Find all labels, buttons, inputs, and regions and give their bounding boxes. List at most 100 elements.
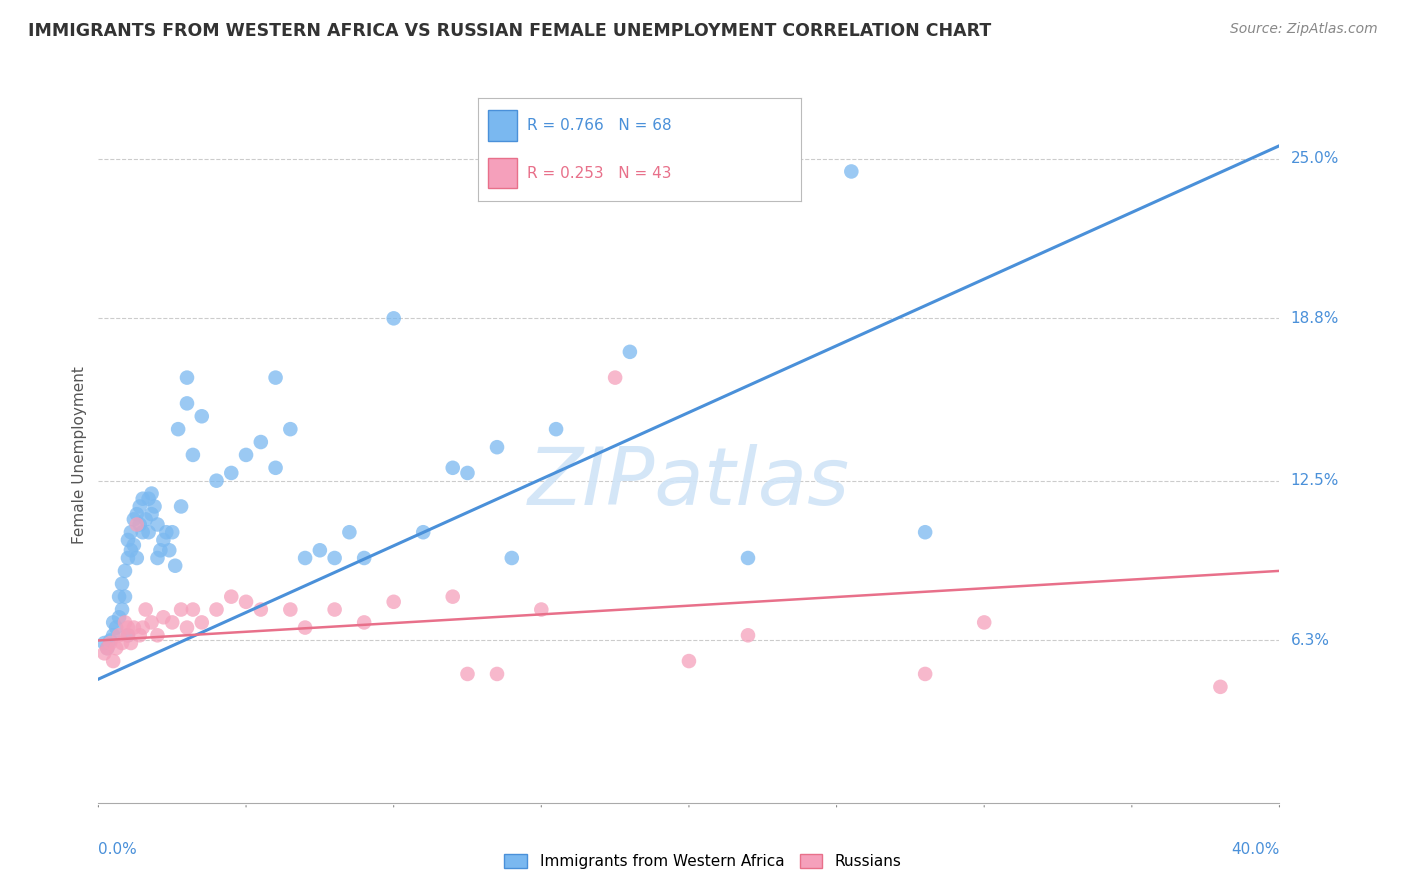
Point — [353, 615, 375, 630]
Y-axis label: Female Unemployment: Female Unemployment — [72, 366, 87, 544]
Text: 12.5%: 12.5% — [1291, 473, 1339, 488]
Point — [264, 370, 287, 384]
Point — [1209, 680, 1232, 694]
Point — [170, 602, 193, 616]
Point — [111, 636, 134, 650]
Point — [176, 396, 198, 410]
Point — [120, 525, 142, 540]
Text: 40.0%: 40.0% — [1232, 842, 1279, 856]
Point — [501, 551, 523, 566]
Point — [132, 621, 155, 635]
Text: Source: ZipAtlas.com: Source: ZipAtlas.com — [1230, 22, 1378, 37]
Point — [250, 602, 273, 616]
Point — [103, 628, 125, 642]
Point — [146, 517, 169, 532]
Point — [973, 615, 995, 630]
Point — [135, 512, 157, 526]
Point — [146, 628, 169, 642]
Point — [181, 602, 204, 616]
Point — [105, 621, 128, 635]
Point — [235, 595, 257, 609]
Point — [96, 641, 118, 656]
Legend: Immigrants from Western Africa, Russians: Immigrants from Western Africa, Russians — [498, 848, 908, 875]
Point — [120, 543, 142, 558]
Point — [546, 422, 568, 436]
Point — [108, 628, 131, 642]
Point — [146, 551, 169, 566]
Text: 0.0%: 0.0% — [98, 842, 138, 856]
Point — [486, 440, 509, 454]
Point — [323, 602, 346, 616]
Point — [165, 558, 187, 573]
Point — [412, 525, 434, 540]
Point — [108, 610, 131, 624]
Point — [486, 667, 509, 681]
Point — [103, 615, 125, 630]
Point — [162, 615, 183, 630]
Point — [122, 538, 145, 552]
Point — [117, 533, 139, 547]
Point — [205, 474, 228, 488]
Point — [278, 422, 302, 436]
Point — [122, 621, 145, 635]
Point — [353, 551, 375, 566]
Point — [125, 507, 148, 521]
Point — [294, 621, 316, 635]
Point — [125, 551, 148, 566]
Text: IMMIGRANTS FROM WESTERN AFRICA VS RUSSIAN FEMALE UNEMPLOYMENT CORRELATION CHART: IMMIGRANTS FROM WESTERN AFRICA VS RUSSIA… — [28, 22, 991, 40]
Point — [117, 628, 139, 642]
Point — [605, 370, 627, 384]
Point — [441, 590, 464, 604]
Point — [117, 621, 139, 635]
Point — [250, 435, 273, 450]
Point — [278, 602, 302, 616]
Point — [128, 500, 150, 514]
Point — [114, 564, 136, 578]
Point — [219, 466, 243, 480]
Point — [839, 164, 862, 178]
Point — [456, 466, 478, 480]
Point — [155, 525, 177, 540]
Point — [98, 633, 121, 648]
Point — [530, 602, 553, 616]
Text: R = 0.253   N = 43: R = 0.253 N = 43 — [527, 166, 671, 180]
Point — [108, 590, 131, 604]
Point — [138, 491, 160, 506]
Point — [737, 628, 759, 642]
Point — [117, 628, 139, 642]
Point — [337, 525, 360, 540]
Point — [176, 621, 198, 635]
Point — [93, 646, 115, 660]
Point — [176, 370, 198, 384]
Point — [128, 628, 150, 642]
Point — [294, 551, 316, 566]
Point — [105, 641, 128, 656]
Bar — [488, 158, 517, 188]
Point — [264, 460, 287, 475]
Point — [96, 641, 118, 656]
Point — [128, 517, 150, 532]
Point — [157, 543, 180, 558]
Point — [135, 602, 157, 616]
Point — [914, 525, 936, 540]
Point — [219, 590, 243, 604]
Point — [111, 602, 134, 616]
Point — [141, 507, 163, 521]
Point — [678, 654, 700, 668]
Point — [122, 512, 145, 526]
Point — [125, 517, 148, 532]
Point — [152, 533, 174, 547]
Point — [143, 500, 166, 514]
Point — [309, 543, 332, 558]
Bar — [488, 111, 517, 141]
Point — [149, 543, 172, 558]
Point — [382, 311, 405, 326]
Point — [114, 590, 136, 604]
Point — [167, 422, 190, 436]
Point — [737, 551, 759, 566]
Point — [323, 551, 346, 566]
Point — [93, 636, 115, 650]
Point — [914, 667, 936, 681]
Point — [170, 500, 193, 514]
Point — [117, 551, 139, 566]
